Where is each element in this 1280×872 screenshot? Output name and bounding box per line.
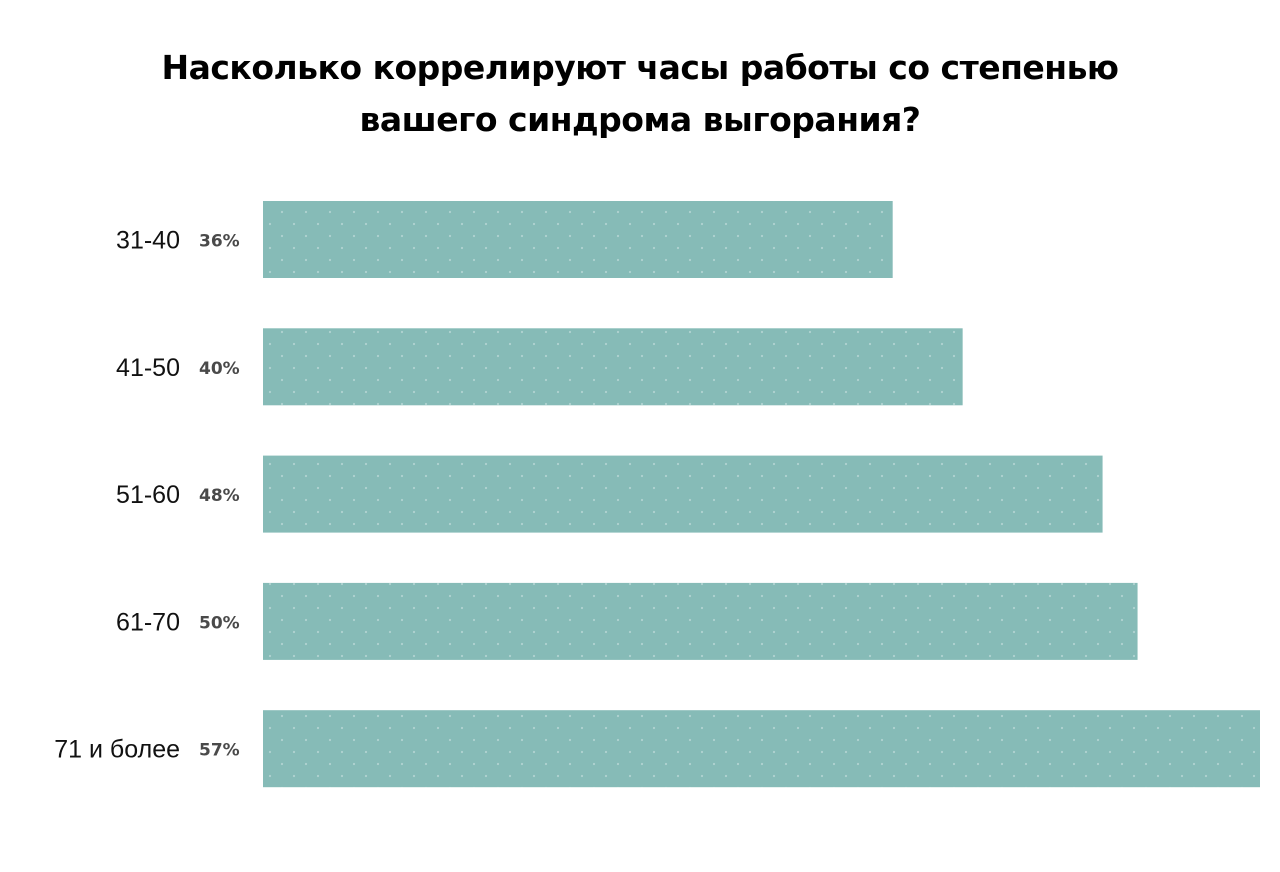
category-label: 31-40: [116, 227, 180, 255]
bar-texture: [263, 328, 963, 406]
value-label: 57%: [199, 741, 240, 761]
category-label: 41-50: [116, 354, 180, 382]
bar-texture: [263, 455, 1103, 533]
value-label: 50%: [199, 613, 240, 633]
value-label: 48%: [199, 486, 240, 506]
bar-row: 61-70 50%: [116, 582, 1138, 660]
category-label: 71 и более: [54, 736, 180, 764]
category-label: 51-60: [116, 481, 180, 509]
bar-row: 31-40 36%: [116, 201, 893, 278]
category-label: 61-70: [116, 608, 180, 636]
value-label: 36%: [199, 232, 240, 252]
chart-title: Насколько коррелируют часы работы со сте…: [0, 42, 1280, 146]
chart-title-line-2: вашего синдрома выгорания?: [359, 100, 921, 139]
bar-texture: [263, 582, 1138, 660]
bar-row: 51-60 48%: [116, 455, 1103, 533]
bar-row: 71 и более 57%: [54, 710, 1260, 788]
chart-title-line-1: Насколько коррелируют часы работы со сте…: [161, 48, 1119, 87]
bars-group: 31-40 36% 41-50 40% 51-60 48% 61-70 50% 71 и бол…: [54, 201, 1260, 788]
bar-texture: [263, 710, 1260, 788]
bar-texture: [263, 201, 893, 278]
bar-row: 41-50 40%: [116, 328, 963, 406]
value-label: 40%: [199, 359, 240, 379]
